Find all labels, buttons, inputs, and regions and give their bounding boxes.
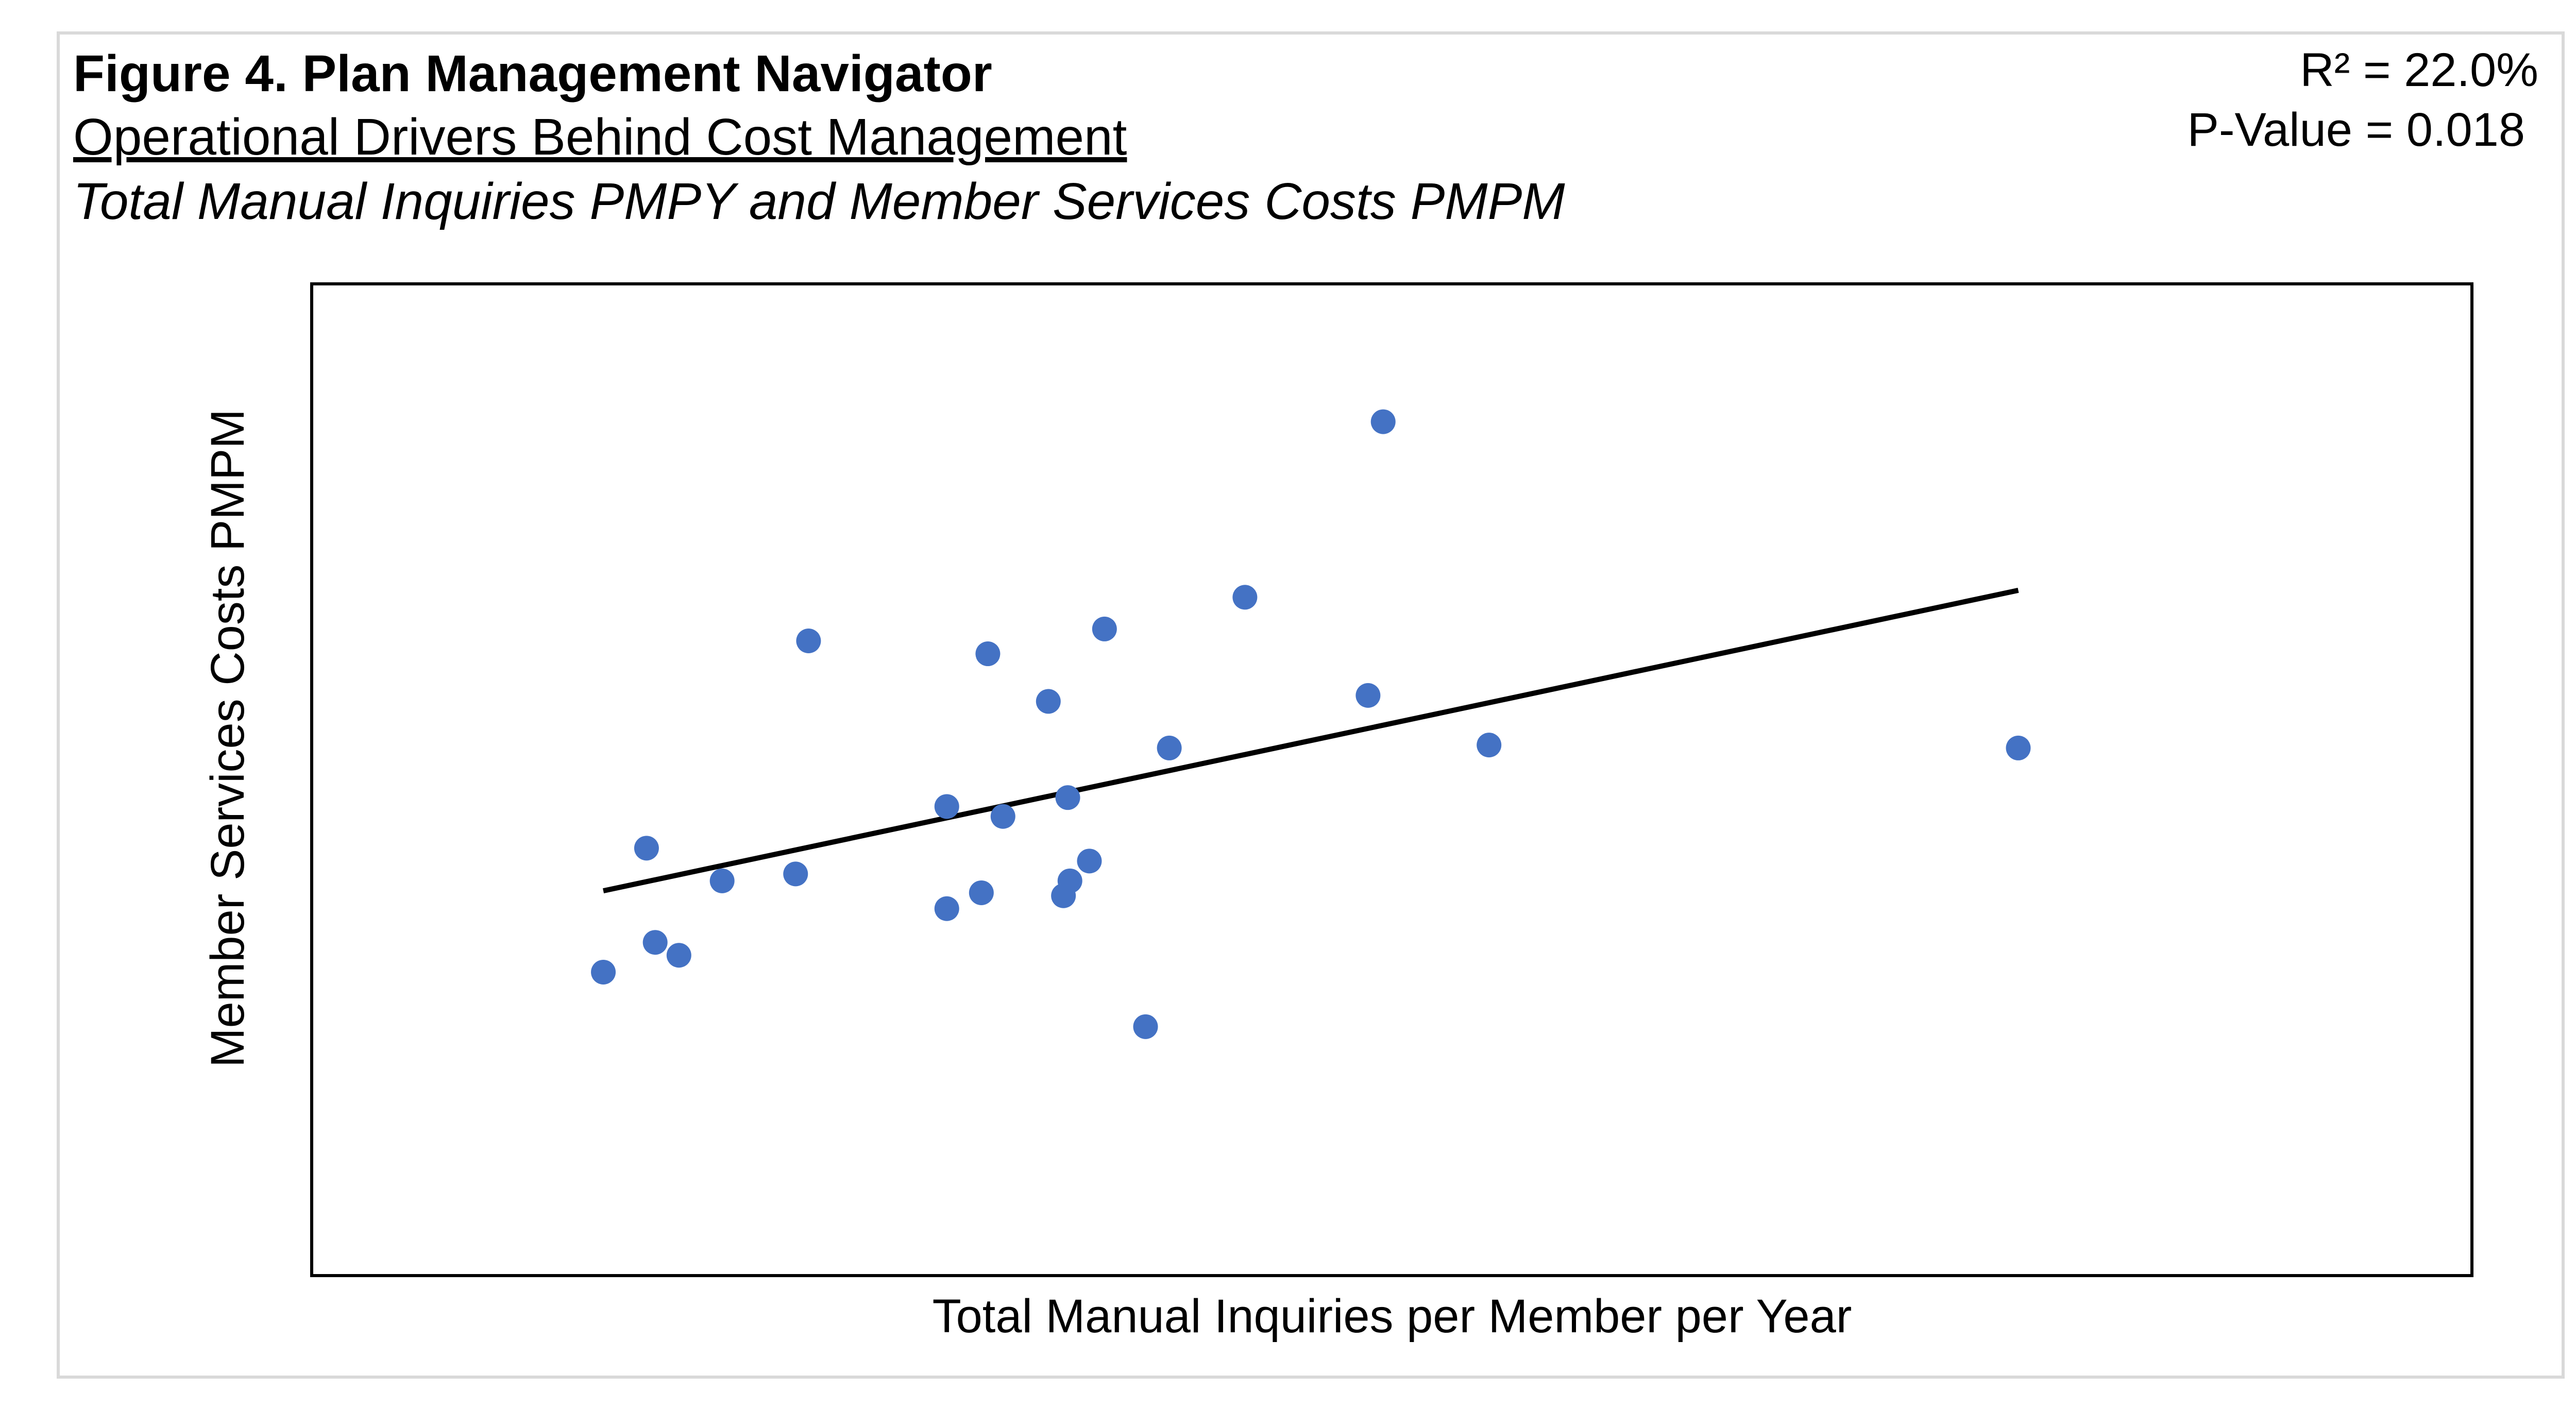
scatter-point: [1133, 1014, 1158, 1039]
annotation: R² = 22.0%: [2300, 44, 2538, 96]
scatter-point: [642, 930, 668, 955]
chart-subtitle: Total Manual Inquiries PMPY and Member S…: [73, 173, 1565, 230]
plot-area: [310, 282, 2473, 1277]
scatter-point: [783, 861, 808, 887]
scatter-point: [591, 959, 616, 985]
scatter-point: [1477, 733, 1502, 758]
scatter-point: [1355, 683, 1381, 708]
annotation: P-Value = 0.018: [2187, 104, 2525, 156]
scatter-point: [666, 943, 691, 968]
y-axis-label: Member Services Costs PMPM: [201, 409, 254, 1067]
scatter-point: [1051, 883, 1076, 908]
chart-subtitle: Operational Drivers Behind Cost Manageme…: [73, 108, 1127, 166]
scatter-point: [2006, 735, 2031, 760]
scatter-point: [1157, 735, 1182, 760]
scatter-point: [1232, 585, 1258, 610]
scatter-point: [1055, 785, 1080, 810]
trend-line: [603, 587, 2019, 893]
scatter-point: [709, 868, 735, 893]
x-axis-label: Total Manual Inquiries per Member per Ye…: [933, 1290, 1852, 1343]
scatter-point: [969, 880, 994, 905]
chart-title: Figure 4. Plan Management Navigator: [73, 45, 992, 103]
scatter-point: [934, 794, 959, 819]
scatter-point: [634, 836, 659, 861]
scatter-point: [1077, 849, 1102, 874]
scatter-point: [1370, 409, 1396, 434]
scatter-point: [796, 629, 821, 653]
scatter-point: [990, 804, 1015, 829]
scatter-point: [1036, 689, 1061, 714]
scatter-point: [934, 896, 959, 921]
scatter-point: [1092, 616, 1117, 641]
scatter-point: [975, 641, 1001, 667]
